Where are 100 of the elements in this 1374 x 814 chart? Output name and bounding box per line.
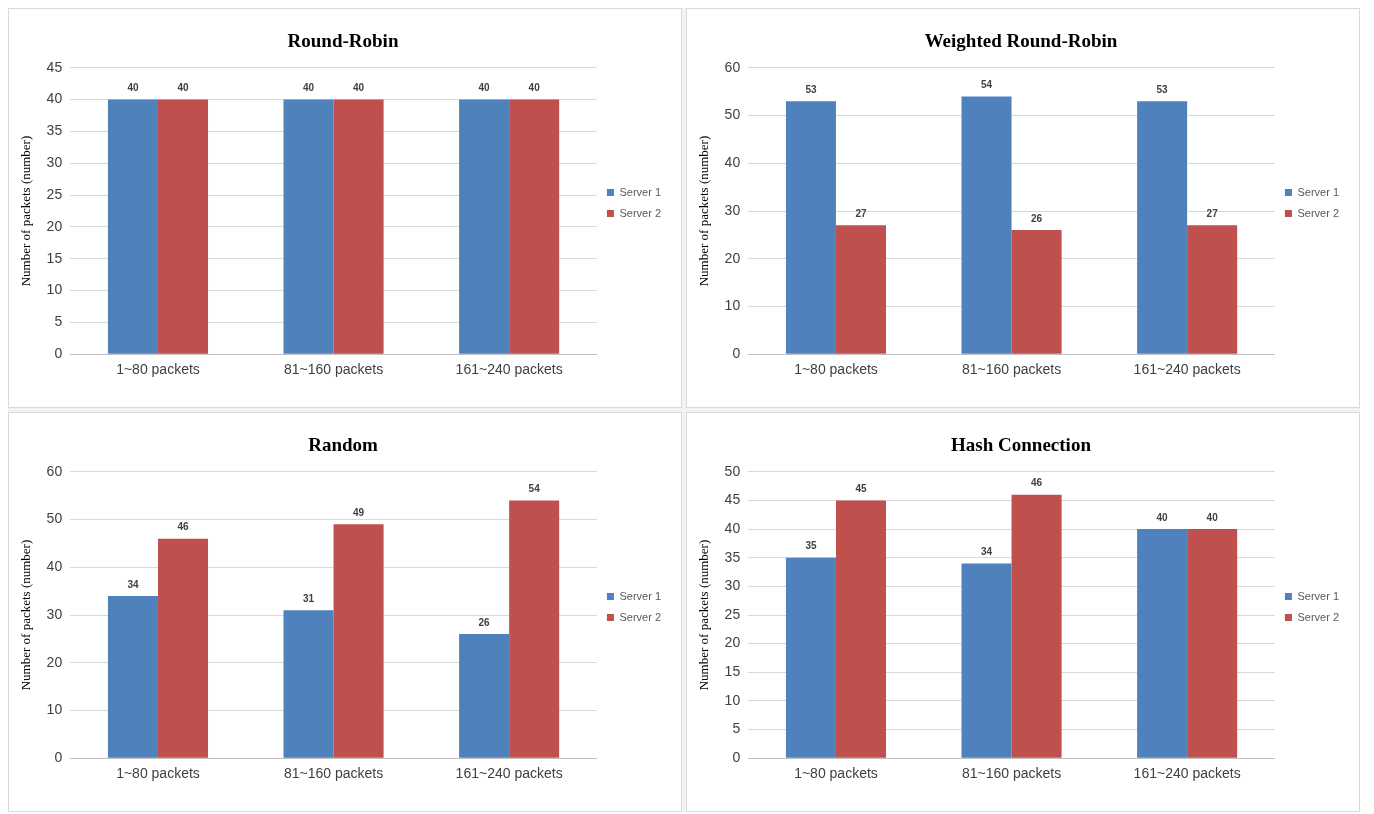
legend-label: Server 2 bbox=[619, 610, 662, 623]
chart-title: Round-Robin bbox=[287, 30, 399, 52]
y-tick-label: 35 bbox=[724, 548, 741, 565]
data-label: 31 bbox=[302, 592, 315, 604]
x-tick-label: 81~160 packets bbox=[283, 361, 384, 378]
bar bbox=[1011, 494, 1062, 758]
y-tick-label: 10 bbox=[724, 297, 741, 314]
data-label: 27 bbox=[855, 208, 867, 220]
y-tick-label: 45 bbox=[46, 58, 63, 75]
x-tick-label: 161~240 packets bbox=[1133, 765, 1241, 782]
y-tick-label: 40 bbox=[724, 519, 741, 536]
y-tick-label: 15 bbox=[46, 249, 63, 266]
y-tick-label: 20 bbox=[46, 217, 63, 234]
chart-title: Hash Connection bbox=[951, 434, 1092, 456]
data-label: 35 bbox=[805, 540, 817, 552]
x-tick-label: 1~80 packets bbox=[116, 765, 200, 782]
bar bbox=[835, 500, 887, 758]
y-tick-label: 10 bbox=[724, 691, 741, 708]
bar bbox=[459, 634, 510, 758]
x-tick-label: 81~160 packets bbox=[961, 361, 1062, 378]
y-tick-label: 40 bbox=[46, 90, 63, 107]
y-tick-label: 0 bbox=[732, 345, 741, 362]
bar bbox=[835, 225, 887, 354]
y-tick-label: 30 bbox=[46, 605, 63, 622]
bar bbox=[1137, 101, 1188, 354]
bar bbox=[961, 563, 1012, 758]
y-tick-label: 20 bbox=[724, 634, 741, 651]
y-tick-label: 30 bbox=[724, 577, 741, 594]
x-tick-label: 1~80 packets bbox=[794, 361, 878, 378]
y-tick-label: 10 bbox=[46, 281, 63, 298]
y-axis-title: Number of packets (number) bbox=[696, 135, 712, 287]
data-label: 40 bbox=[127, 82, 139, 94]
data-label: 46 bbox=[177, 521, 189, 533]
data-label: 40 bbox=[177, 82, 189, 94]
x-tick-label: 161~240 packets bbox=[1133, 361, 1241, 378]
data-label: 53 bbox=[1156, 83, 1169, 95]
bar bbox=[785, 101, 836, 354]
bar bbox=[1011, 230, 1062, 354]
bar bbox=[785, 557, 836, 758]
y-tick-label: 10 bbox=[46, 701, 63, 718]
x-tick-label: 161~240 packets bbox=[455, 361, 563, 378]
data-label: 34 bbox=[980, 546, 993, 558]
y-tick-label: 15 bbox=[724, 663, 741, 680]
y-tick-label: 30 bbox=[46, 154, 63, 171]
x-tick-label: 1~80 packets bbox=[116, 361, 200, 378]
y-tick-label: 50 bbox=[724, 462, 741, 479]
bar bbox=[1137, 529, 1188, 758]
y-tick-label: 60 bbox=[724, 58, 741, 75]
x-tick-label: 1~80 packets bbox=[794, 765, 878, 782]
y-tick-label: 40 bbox=[724, 154, 741, 171]
chart-title: Weighted Round-Robin bbox=[924, 30, 1118, 52]
bar bbox=[1187, 225, 1238, 354]
y-tick-label: 30 bbox=[724, 201, 741, 218]
data-label: 26 bbox=[1031, 212, 1043, 224]
data-label: 40 bbox=[1206, 511, 1219, 523]
y-axis-title: Number of packets (number) bbox=[696, 539, 712, 691]
x-tick-label: 81~160 packets bbox=[283, 765, 384, 782]
data-label: 53 bbox=[805, 83, 817, 95]
bar bbox=[1187, 529, 1238, 758]
y-tick-label: 35 bbox=[46, 122, 63, 139]
chart-title: Random bbox=[308, 434, 379, 456]
x-tick-label: 161~240 packets bbox=[455, 765, 563, 782]
data-label: 27 bbox=[1206, 208, 1219, 220]
y-axis-title: Number of packets (number) bbox=[18, 135, 34, 287]
data-label: 40 bbox=[353, 82, 365, 94]
y-tick-label: 0 bbox=[54, 345, 63, 362]
data-label: 46 bbox=[1031, 477, 1043, 489]
data-label: 40 bbox=[1156, 511, 1169, 523]
bar bbox=[107, 595, 158, 758]
y-tick-label: 25 bbox=[46, 185, 63, 202]
data-label: 40 bbox=[302, 82, 315, 94]
y-tick-label: 45 bbox=[724, 491, 741, 508]
bar bbox=[333, 524, 384, 758]
data-label: 40 bbox=[528, 82, 541, 94]
data-label: 49 bbox=[353, 507, 365, 519]
bar bbox=[961, 96, 1012, 354]
y-tick-label: 60 bbox=[46, 462, 63, 479]
y-tick-label: 5 bbox=[732, 720, 741, 737]
y-tick-label: 20 bbox=[724, 249, 741, 266]
legend-label: Server 2 bbox=[1297, 206, 1340, 219]
y-tick-label: 0 bbox=[54, 749, 63, 766]
x-tick-label: 81~160 packets bbox=[961, 765, 1062, 782]
bar bbox=[157, 538, 209, 758]
legend-label: Server 2 bbox=[619, 206, 662, 219]
data-label: 54 bbox=[980, 79, 993, 91]
bar bbox=[283, 610, 334, 758]
legend-label: Server 2 bbox=[1297, 610, 1340, 623]
y-tick-label: 5 bbox=[54, 313, 63, 330]
legend-label: Server 1 bbox=[1297, 589, 1340, 602]
y-axis-title: Number of packets (number) bbox=[18, 539, 34, 691]
data-label: 54 bbox=[528, 483, 541, 495]
y-tick-label: 20 bbox=[46, 653, 63, 670]
y-tick-label: 50 bbox=[724, 106, 741, 123]
bar bbox=[509, 500, 560, 758]
legend-label: Server 1 bbox=[619, 589, 662, 602]
data-label: 34 bbox=[127, 578, 139, 590]
y-tick-label: 50 bbox=[46, 510, 63, 527]
data-label: 45 bbox=[855, 483, 867, 495]
legend-label: Server 1 bbox=[1297, 185, 1340, 198]
data-label: 40 bbox=[478, 82, 491, 94]
